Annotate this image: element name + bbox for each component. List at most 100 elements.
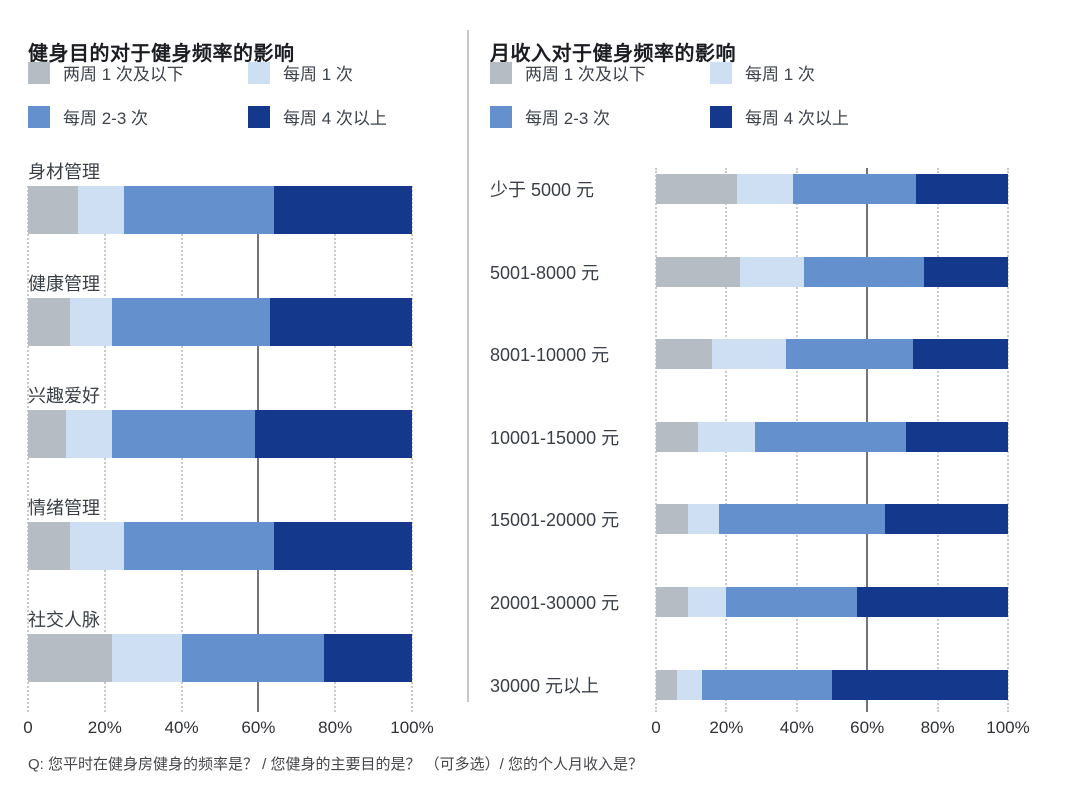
bar-segment bbox=[754, 421, 906, 452]
bar-segment bbox=[656, 587, 688, 617]
bar-segment bbox=[656, 421, 699, 452]
gridline bbox=[411, 186, 413, 712]
stacked-bar bbox=[656, 587, 1008, 617]
x-axis-tick: 60% bbox=[241, 718, 276, 737]
stacked-bar bbox=[28, 522, 412, 570]
legend-item-once-a-week: 每周 1 次 bbox=[710, 60, 815, 85]
bar-segment bbox=[77, 186, 124, 234]
stacked-bar bbox=[656, 339, 1008, 370]
legend-item-biweekly-or-less: 两周 1 次及以下 bbox=[28, 60, 184, 85]
purpose-vs-frequency-chart: 健身目的对于健身频率的影响 两周 1 次及以下 每周 1 次 每周 2-3 次 … bbox=[23, 0, 433, 745]
bar-segment bbox=[856, 587, 1008, 617]
category-row: 20001-30000 元 bbox=[490, 587, 1008, 617]
bar-segment bbox=[112, 298, 270, 346]
survey-question-footnote: Q: 您平时在健身房健身的频率是？ / 您健身的主要目的是？ （可多选）/ 您的… bbox=[28, 756, 644, 773]
bar-segment bbox=[28, 410, 67, 458]
legend: 两周 1 次及以下 每周 1 次 每周 2-3 次 每周 4 次以上 bbox=[28, 60, 412, 152]
bar-segment bbox=[112, 410, 255, 458]
legend-label: 每周 2-3 次 bbox=[63, 109, 149, 128]
x-axis-tick: 0 bbox=[651, 718, 661, 737]
x-axis-tick: 40% bbox=[779, 718, 814, 737]
legend-label: 两周 1 次及以下 bbox=[63, 65, 184, 84]
x-axis-tick: 40% bbox=[164, 718, 199, 737]
category-label: 健康管理 bbox=[28, 274, 100, 294]
gridline bbox=[1007, 168, 1009, 712]
bar-rows: 身材管理 健康管理 兴趣爱好 情绪管理 社交人脉 bbox=[28, 158, 412, 712]
category-label: 15001-20000 元 bbox=[490, 510, 620, 531]
bar-segment bbox=[726, 587, 857, 617]
stacked-bar bbox=[28, 298, 412, 346]
legend-swatch-icon bbox=[248, 61, 270, 84]
legend-swatch-icon bbox=[490, 105, 512, 128]
bar-segment bbox=[677, 669, 702, 700]
x-axis-tick: 20% bbox=[87, 718, 122, 737]
stacked-bar bbox=[656, 669, 1008, 700]
stacked-bar bbox=[656, 504, 1008, 535]
category-label: 10001-15000 元 bbox=[490, 427, 620, 448]
legend-label: 两周 1 次及以下 bbox=[525, 65, 646, 84]
legend-swatch-icon bbox=[490, 61, 512, 84]
x-axis: 0 20% 40% 60% 80% 100% bbox=[651, 718, 1029, 740]
category-row: 情绪管理 bbox=[28, 494, 412, 570]
x-axis: 0 20% 40% 60% 80% 100% bbox=[23, 718, 433, 740]
legend-item-biweekly-or-less: 两周 1 次及以下 bbox=[490, 60, 646, 85]
bar-segment bbox=[740, 256, 804, 287]
bar-segment bbox=[923, 256, 1008, 287]
legend-item-4plus-times-a-week: 每周 4 次以上 bbox=[710, 104, 849, 129]
stacked-bar bbox=[28, 186, 412, 234]
x-axis-tick: 100% bbox=[986, 718, 1030, 737]
legend-swatch-icon bbox=[28, 105, 50, 128]
category-row: 8001-10000 元 bbox=[490, 339, 1008, 370]
bar-segment bbox=[273, 186, 412, 234]
legend-item-once-a-week: 每周 1 次 bbox=[248, 60, 353, 85]
bar-segment bbox=[70, 522, 124, 570]
bar-segment bbox=[687, 504, 720, 535]
x-axis-tick: 20% bbox=[709, 718, 744, 737]
category-label: 少于 5000 元 bbox=[490, 180, 595, 200]
bar-segment bbox=[254, 410, 412, 458]
chart-title: 健身目的对于健身频率的影响 bbox=[28, 42, 295, 65]
legend: 两周 1 次及以下 每周 1 次 每周 2-3 次 每周 4 次以上 bbox=[490, 60, 1008, 152]
bar-segment bbox=[912, 339, 1008, 370]
bar-segment bbox=[786, 339, 913, 370]
bar-segment bbox=[719, 504, 885, 535]
legend-swatch-icon bbox=[710, 105, 732, 128]
stacked-bar bbox=[656, 421, 1008, 452]
bar-segment bbox=[656, 339, 713, 370]
category-row: 健康管理 bbox=[28, 270, 412, 346]
bar-segment bbox=[323, 634, 412, 682]
legend-item-2-3-times-a-week: 每周 2-3 次 bbox=[490, 104, 610, 129]
bar-segment bbox=[181, 634, 324, 682]
bar-segment bbox=[656, 174, 737, 204]
bar-segment bbox=[123, 186, 274, 234]
category-label: 情绪管理 bbox=[28, 498, 100, 518]
category-row: 30000 元以上 bbox=[490, 669, 1008, 700]
x-axis-tick: 80% bbox=[920, 718, 955, 737]
bar-segment bbox=[28, 522, 71, 570]
bar-segment bbox=[916, 174, 1008, 204]
bar-segment bbox=[123, 522, 274, 570]
bar-segment bbox=[269, 298, 412, 346]
x-axis-tick: 0 bbox=[23, 718, 33, 737]
bar-rows: 少于 5000 元 5001-8000 元 8001-10000 元 10001-15… bbox=[490, 158, 1008, 712]
x-axis-tick: 80% bbox=[318, 718, 353, 737]
stacked-bar bbox=[28, 634, 412, 682]
legend-swatch-icon bbox=[710, 61, 732, 84]
category-label: 8001-10000 元 bbox=[490, 345, 610, 366]
category-label: 兴趣爱好 bbox=[28, 386, 100, 406]
category-row: 10001-15000 元 bbox=[490, 421, 1008, 452]
income-vs-frequency-chart: 月收入对于健身频率的影响 两周 1 次及以下 每周 1 次 每周 2-3 次 每… bbox=[490, 0, 1030, 745]
category-label: 身材管理 bbox=[28, 162, 100, 182]
bar-segment bbox=[66, 410, 113, 458]
bar-segment bbox=[656, 256, 741, 287]
category-row: 5001-8000 元 bbox=[490, 256, 1008, 287]
x-axis-tick: 100% bbox=[390, 718, 434, 737]
bar-segment bbox=[736, 174, 794, 204]
legend-label: 每周 4 次以上 bbox=[283, 109, 387, 128]
bar-segment bbox=[712, 339, 787, 370]
bar-segment bbox=[701, 669, 832, 700]
bar-segment bbox=[28, 298, 71, 346]
legend-label: 每周 1 次 bbox=[745, 65, 815, 84]
x-axis-tick: 60% bbox=[850, 718, 885, 737]
